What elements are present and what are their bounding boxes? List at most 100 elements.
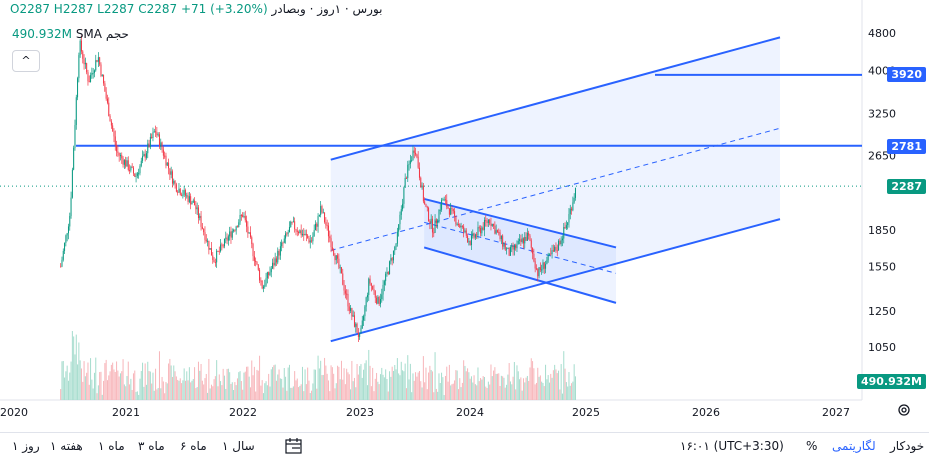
candle-body <box>117 151 119 153</box>
candle-body <box>199 215 201 219</box>
collapse-legend-button[interactable]: ^ <box>12 50 40 72</box>
candle-body <box>233 230 235 232</box>
volume-bar <box>116 361 118 400</box>
candle-body <box>188 196 190 202</box>
volume-bar <box>117 370 119 400</box>
range-3m[interactable]: ۳ ماه <box>138 439 165 453</box>
volume-bar <box>225 388 227 400</box>
volume-bar <box>66 365 68 400</box>
candle-body <box>428 207 430 221</box>
volume-bar <box>530 358 532 400</box>
candle-body <box>541 269 543 271</box>
candle-body <box>247 226 249 234</box>
volume-bar <box>394 365 396 400</box>
volume-bar <box>517 371 519 400</box>
auto-scale-toggle[interactable]: خودکار <box>890 439 925 453</box>
volume-bar <box>337 365 339 400</box>
volume-bar <box>156 389 158 400</box>
chart-area[interactable]: 1050 1250 1550 1850 2650 3250 4000 4800 2020 2021… <box>0 0 929 432</box>
volume-bar <box>525 377 527 400</box>
volume-bar <box>292 386 294 400</box>
candle-body <box>168 162 170 169</box>
volume-bar <box>135 391 137 400</box>
volume-bar <box>100 371 102 400</box>
candle-body <box>149 136 151 148</box>
volume-bar <box>287 367 289 400</box>
ascending-channel-top <box>330 36 781 161</box>
range-6m[interactable]: ۶ ماه <box>180 439 207 453</box>
volume-bar <box>190 382 192 400</box>
calendar-icon[interactable] <box>284 437 304 458</box>
candle-body <box>555 246 557 251</box>
candle-body <box>192 200 194 203</box>
volume-bar <box>288 364 290 400</box>
volume-bar <box>112 362 114 400</box>
volume-bar <box>491 376 493 400</box>
line-tag-3920[interactable]: 3920 <box>887 67 926 82</box>
volume-bar <box>413 380 415 400</box>
volume-bar <box>204 378 206 400</box>
timezone-clock[interactable]: ۱۶:۰۱ (UTC+3:30) <box>680 439 784 453</box>
settings-icon[interactable] <box>897 403 911 417</box>
volume-bar <box>554 364 556 400</box>
candle-body <box>121 155 123 159</box>
candle-body <box>69 216 71 227</box>
volume-bar <box>480 377 482 400</box>
y-tick-label: 1550 <box>868 261 896 274</box>
volume-bar <box>305 384 307 400</box>
candle-body <box>429 220 431 224</box>
candle-body <box>446 200 448 207</box>
candle-body <box>194 200 196 206</box>
volume-bar <box>122 359 124 400</box>
legend-volume: 490.932M SMA حجم <box>12 27 129 41</box>
x-tick-label: 2022 <box>229 406 257 419</box>
volume-bar <box>242 389 244 400</box>
range-1w[interactable]: ۱ هفته <box>50 439 83 453</box>
volume-bar <box>333 373 335 400</box>
candle-body <box>460 225 462 228</box>
candle-body <box>91 72 93 76</box>
candle-body <box>512 246 514 250</box>
volume-bar <box>294 371 296 400</box>
volume-bar <box>455 370 457 400</box>
candle-body <box>528 232 530 236</box>
volume-bar <box>569 385 571 400</box>
ascending-channel-median <box>330 127 781 251</box>
descending-channel-median <box>424 221 617 274</box>
candle-body <box>330 238 332 248</box>
log-scale-toggle[interactable]: لگاریتمی <box>832 439 876 453</box>
volume-bar <box>395 369 397 400</box>
line-tag-2781[interactable]: 2781 <box>887 139 926 154</box>
volume-bar <box>162 381 164 400</box>
volume-bar <box>161 376 163 400</box>
volume-bar <box>166 383 168 400</box>
range-1d[interactable]: ۱ روز <box>12 439 40 453</box>
volume-bar <box>213 379 215 400</box>
range-1y[interactable]: ۱ سال <box>222 439 255 453</box>
volume-bar <box>334 388 336 400</box>
candle-body <box>339 267 341 269</box>
volume-bar <box>265 381 267 400</box>
candle-body <box>373 289 375 292</box>
volume-bar <box>429 365 431 400</box>
percent-toggle[interactable]: % <box>806 439 818 453</box>
candle-body <box>116 145 118 152</box>
volume-bar <box>79 360 81 400</box>
volume-bar <box>301 366 303 400</box>
range-1m[interactable]: ۱ ماه <box>98 439 125 453</box>
volume-bar <box>184 380 186 400</box>
volume-bar <box>67 380 69 400</box>
volume-bar <box>300 384 302 400</box>
volume-bar <box>472 382 474 400</box>
candle-body <box>494 225 496 234</box>
candle-body <box>438 210 440 221</box>
candle-body <box>86 62 88 73</box>
volume-bar <box>308 380 310 400</box>
candle-body <box>161 142 163 150</box>
volume-bar <box>417 372 419 400</box>
candle-body <box>238 222 240 228</box>
volume-bar <box>126 376 128 400</box>
candle-body <box>381 294 383 299</box>
volume-bar <box>299 385 301 400</box>
